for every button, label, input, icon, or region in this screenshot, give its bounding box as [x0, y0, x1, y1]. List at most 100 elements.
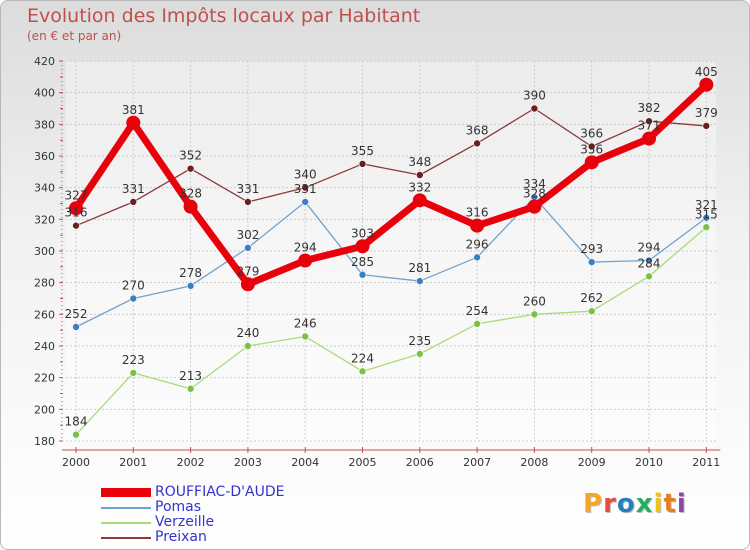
data-point	[415, 171, 424, 179]
data-point	[473, 139, 481, 148]
data-point	[186, 282, 195, 290]
x-tick-label: 2010	[635, 456, 663, 469]
data-point	[358, 367, 367, 376]
data-point	[301, 183, 310, 192]
data-label: 368	[466, 123, 489, 137]
legend-swatch	[101, 521, 151, 524]
data-point	[301, 332, 310, 341]
data-point	[587, 142, 596, 151]
data-label: 348	[408, 155, 431, 169]
chart-title: Evolution des Impôts locaux par Habitant	[27, 5, 421, 27]
data-point	[244, 244, 252, 252]
data-point	[642, 131, 656, 146]
data-label: 262	[580, 291, 603, 305]
data-label: 293	[580, 242, 603, 256]
data-label: 252	[65, 307, 88, 321]
logo-letter: i	[653, 489, 664, 519]
data-point	[530, 310, 539, 319]
x-tick-label: 2005	[349, 456, 377, 469]
data-label: 240	[236, 326, 259, 340]
series-line	[75, 196, 707, 328]
data-label: 294	[638, 241, 661, 255]
legend-item: Verzeille	[101, 515, 284, 530]
series-line	[72, 81, 710, 288]
legend-label: Verzeille	[155, 514, 215, 530]
data-point	[584, 155, 599, 170]
legend-item: Preixan	[101, 530, 284, 545]
data-label: 270	[122, 279, 145, 293]
data-label: 331	[122, 182, 145, 196]
data-label: 303	[351, 226, 374, 240]
data-label: 213	[179, 369, 202, 383]
data-label: 316	[65, 206, 88, 220]
y-tick-label: 260	[34, 308, 55, 321]
legend-item: ROUFFIAC-D'AUDE	[101, 485, 284, 500]
data-point	[244, 198, 252, 206]
data-label: 366	[580, 127, 603, 141]
x-tick-label: 2002	[177, 456, 205, 469]
data-point	[470, 218, 485, 233]
data-point	[186, 384, 195, 393]
data-label: 390	[523, 89, 546, 103]
data-point	[129, 369, 138, 377]
y-tick-label: 220	[34, 372, 55, 385]
data-label: 327	[65, 188, 88, 202]
chart-subtitle: (en € et par an)	[27, 29, 122, 43]
logo-letter: r	[603, 489, 617, 519]
data-point	[645, 256, 653, 265]
data-label: 355	[351, 144, 374, 158]
logo-letter: t	[663, 489, 677, 519]
legend-label: ROUFFIAC-D'AUDE	[155, 484, 285, 500]
data-label: 316	[466, 206, 489, 220]
logo-letter: x	[635, 489, 654, 519]
logo-letter: o	[616, 489, 636, 519]
data-point	[240, 277, 255, 292]
legend-swatch	[101, 536, 151, 539]
data-labels: 327 381 328 279 294 303 332 316 328 356 371 405 252 2…	[65, 65, 718, 429]
data-point	[298, 253, 313, 268]
data-point	[244, 342, 252, 350]
data-label: 321	[695, 198, 718, 212]
logo-letter: i	[676, 489, 687, 519]
data-point	[699, 77, 714, 92]
data-label: 352	[179, 149, 202, 163]
data-point	[473, 320, 481, 328]
data-point	[358, 160, 367, 168]
data-point	[415, 350, 424, 358]
series-line	[75, 107, 707, 227]
data-point	[183, 199, 198, 214]
data-label: 224	[351, 351, 374, 365]
data-point	[301, 198, 310, 206]
series-line	[75, 226, 707, 436]
data-label: 328	[523, 187, 546, 201]
x-tick-label: 2006	[406, 456, 434, 469]
data-label: 382	[638, 101, 661, 115]
data-point	[587, 258, 596, 266]
legend-swatch	[101, 506, 151, 509]
data-point	[72, 430, 80, 439]
y-tick-label: 240	[34, 340, 55, 353]
y-tick-label: 360	[34, 150, 55, 163]
y-tick-label: 280	[34, 277, 55, 290]
x-tick-label: 2011	[692, 456, 720, 469]
y-tick-label: 340	[34, 182, 55, 195]
x-tick-label: 2001	[119, 456, 147, 469]
data-point	[358, 270, 367, 279]
data-point	[473, 253, 481, 262]
legend: ROUFFIAC-D'AUDE Pomas Verzeille Preixan	[101, 485, 284, 545]
data-label: 356	[580, 142, 603, 156]
data-label: 279	[236, 264, 259, 278]
grid	[66, 60, 717, 442]
data-label: 294	[294, 241, 317, 255]
data-point	[702, 122, 711, 130]
data-point	[645, 117, 653, 125]
data-point	[72, 221, 80, 230]
data-label: 223	[122, 353, 145, 367]
data-label: 260	[523, 294, 546, 308]
data-label: 254	[466, 304, 489, 318]
data-point	[126, 115, 141, 130]
data-label: 315	[695, 207, 718, 221]
x-tick-label: 2008	[520, 456, 548, 469]
